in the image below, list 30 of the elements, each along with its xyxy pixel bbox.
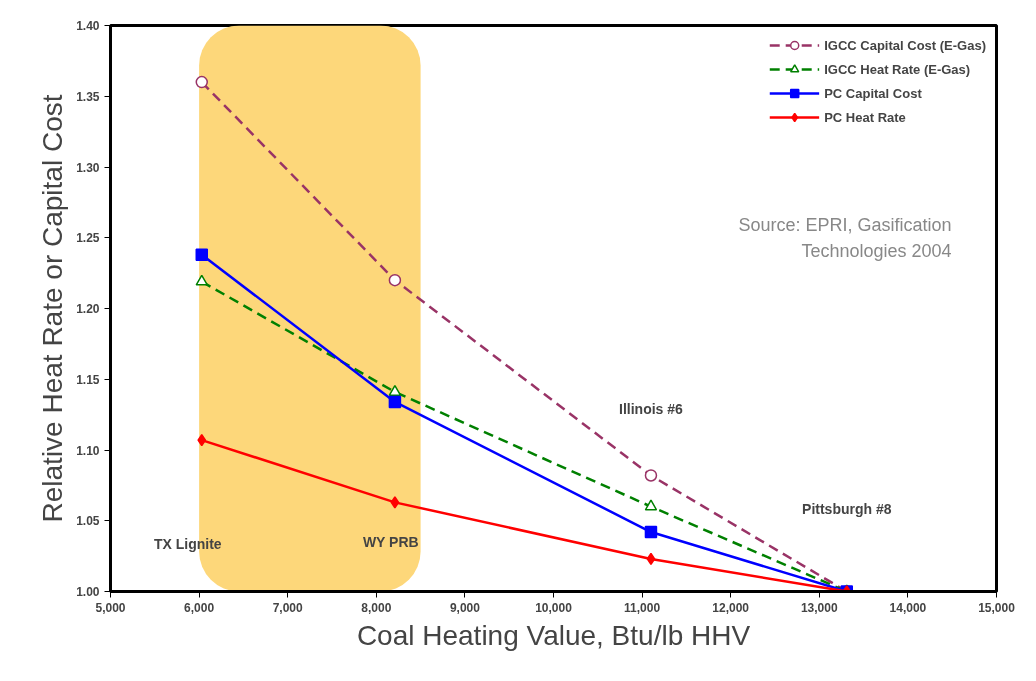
y-tick-label: 1.00 xyxy=(76,585,100,599)
x-tick-label: 11,000 xyxy=(624,600,661,615)
legend-label: PC Capital Cost xyxy=(824,85,922,101)
legend-label: IGCC Heat Rate (E-Gas) xyxy=(824,61,971,77)
x-tick-label: 12,000 xyxy=(712,600,750,615)
y-tick-label: 1.15 xyxy=(76,372,100,387)
x-tick-label: 15,000 xyxy=(978,600,1016,615)
x-axis-title: Coal Heating Value, Btu/lb HHV xyxy=(356,619,751,651)
x-tick-label: 10,000 xyxy=(535,600,573,615)
legend-label: PC Heat Rate xyxy=(824,109,906,125)
y-tick-label: 1.05 xyxy=(76,514,100,529)
y-tick-label: 1.30 xyxy=(76,160,100,175)
x-tick-label: 5,000 xyxy=(95,600,126,615)
y-tick-label: 1.40 xyxy=(76,19,100,33)
x-tick-label: 7,000 xyxy=(272,600,304,615)
y-axis-title: Relative Heat Rate or Capital Cost xyxy=(37,94,69,523)
x-tick-label: 13,000 xyxy=(800,600,838,615)
annotation: Pittsburgh #8 xyxy=(802,500,892,517)
x-tick-label: 6,000 xyxy=(184,600,215,615)
y-tick-label: 1.10 xyxy=(76,443,100,458)
legend-label: IGCC Capital Cost (E-Gas) xyxy=(824,37,986,53)
x-tick-label: 9,000 xyxy=(449,600,481,615)
annotation: WY PRB xyxy=(362,533,419,550)
y-tick-label: 1.25 xyxy=(76,231,100,246)
annotation: Illinois #6 xyxy=(619,400,684,417)
x-tick-label: 14,000 xyxy=(889,600,927,615)
annotation: Source: EPRI, Gasification Technologies 2004 xyxy=(738,214,952,261)
x-tick-label: 8,000 xyxy=(361,600,392,615)
y-tick-label: 1.20 xyxy=(76,302,100,316)
y-tick-label: 1.35 xyxy=(76,89,100,104)
